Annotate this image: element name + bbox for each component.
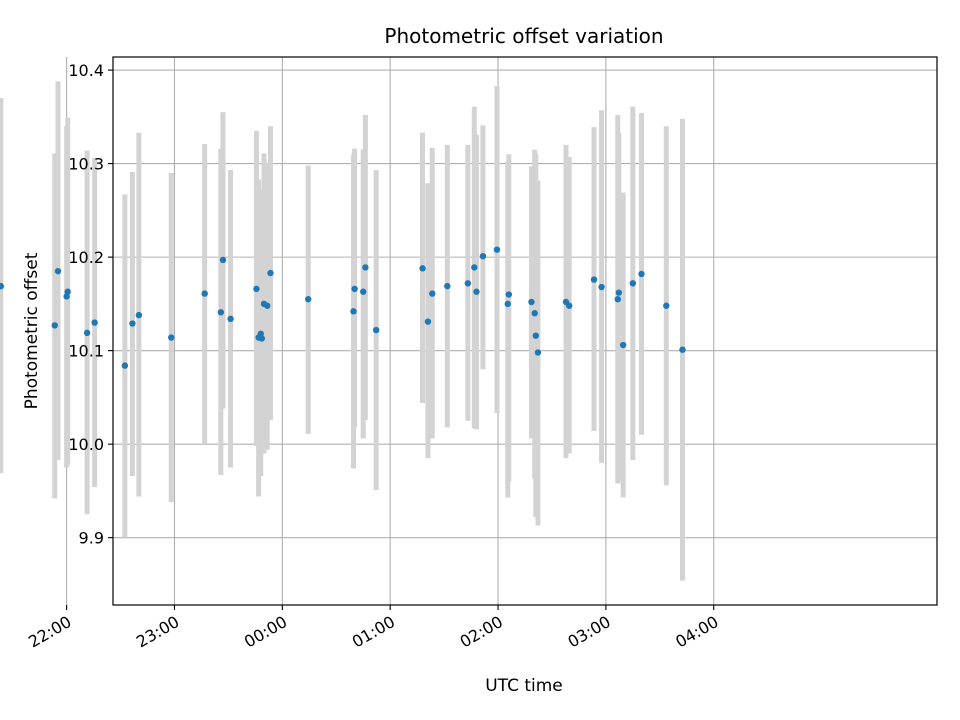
data-point xyxy=(419,265,426,272)
data-point xyxy=(479,252,487,260)
data-point xyxy=(424,318,432,325)
y-tick-label: 10.0 xyxy=(68,435,104,454)
data-points xyxy=(0,246,686,369)
data-point xyxy=(534,349,542,356)
data-point xyxy=(532,332,539,339)
data-point xyxy=(598,283,605,291)
data-point xyxy=(135,311,143,319)
y-tick-label: 9.9 xyxy=(79,529,104,548)
x-axis-label: UTC time xyxy=(485,676,563,696)
data-point xyxy=(471,264,478,271)
y-tick-label: 10.4 xyxy=(68,61,104,80)
data-point xyxy=(168,334,175,341)
data-point xyxy=(663,302,670,309)
y-tick-label: 10.2 xyxy=(68,248,104,267)
data-point xyxy=(362,264,369,271)
data-point xyxy=(504,300,511,308)
data-point xyxy=(372,326,380,334)
data-point xyxy=(253,285,260,293)
data-point xyxy=(531,310,538,317)
data-point xyxy=(679,346,686,353)
data-point xyxy=(505,291,513,298)
data-point xyxy=(201,290,208,297)
data-point xyxy=(227,315,234,323)
data-point xyxy=(258,335,266,342)
data-point xyxy=(51,322,58,329)
data-point xyxy=(217,309,225,316)
data-point xyxy=(129,320,136,327)
data-point xyxy=(429,290,436,297)
data-point xyxy=(64,288,71,295)
data-point xyxy=(351,285,358,293)
data-point xyxy=(444,282,451,290)
data-point xyxy=(619,341,627,349)
data-point xyxy=(464,280,472,287)
data-point xyxy=(528,298,535,306)
data-point xyxy=(629,280,637,287)
data-point xyxy=(615,289,623,296)
data-point xyxy=(614,296,621,303)
data-point xyxy=(264,302,271,309)
y-tick-label: 10.1 xyxy=(68,342,104,361)
data-point xyxy=(493,246,501,253)
data-point xyxy=(219,256,227,264)
data-point xyxy=(638,270,645,278)
plot-frame xyxy=(112,56,938,606)
y-tick-label: 10.3 xyxy=(68,155,104,174)
data-point xyxy=(0,282,5,290)
data-point xyxy=(267,269,274,277)
data-point xyxy=(54,267,62,275)
data-point xyxy=(360,288,367,295)
data-point xyxy=(473,288,480,295)
data-point xyxy=(121,362,129,369)
y-axis-label: Photometric offset xyxy=(22,252,42,409)
data-point xyxy=(91,319,98,326)
data-point xyxy=(590,276,598,283)
data-point xyxy=(350,308,357,315)
chart-title: Photometric offset variation xyxy=(384,24,663,48)
data-point xyxy=(83,329,91,337)
data-point xyxy=(566,302,573,309)
data-point xyxy=(305,296,312,303)
